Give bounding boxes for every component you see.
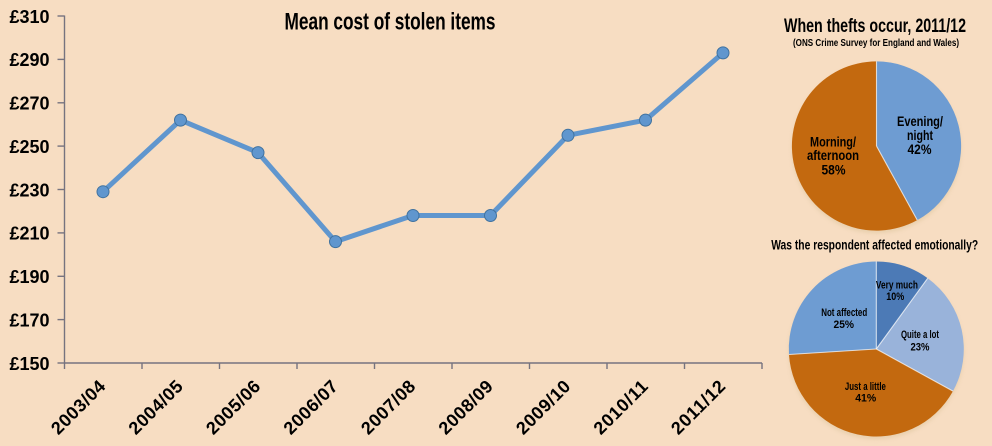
svg-text:£150: £150	[9, 354, 49, 374]
svg-text:Not affected: Not affected	[821, 307, 867, 319]
svg-text:£210: £210	[9, 224, 49, 244]
svg-text:£250: £250	[9, 137, 49, 157]
svg-text:58%: 58%	[822, 161, 846, 177]
svg-text:41%: 41%	[855, 393, 876, 405]
svg-text:Mean cost of stolen items: Mean cost of stolen items	[285, 9, 496, 36]
svg-text:£310: £310	[9, 7, 49, 27]
svg-text:Quite a lot: Quite a lot	[901, 329, 939, 341]
svg-text:Morning/: Morning/	[810, 133, 856, 149]
svg-text:Very much: Very much	[876, 280, 918, 292]
svg-text:£270: £270	[9, 94, 49, 114]
svg-text:£230: £230	[9, 180, 49, 200]
svg-text:night: night	[907, 127, 933, 143]
svg-text:Was the respondent affected em: Was the respondent affected emotionally?	[771, 237, 978, 253]
svg-text:Just a little: Just a little	[845, 381, 886, 393]
svg-text:42%: 42%	[908, 141, 932, 157]
svg-text:When thefts occur, 2011/12: When thefts occur, 2011/12	[784, 16, 966, 37]
svg-text:£190: £190	[9, 267, 49, 287]
svg-text:£170: £170	[9, 310, 49, 330]
svg-text:Evening/: Evening/	[897, 113, 943, 129]
svg-text:23%: 23%	[911, 342, 930, 354]
svg-text:£290: £290	[9, 50, 49, 70]
svg-text:(ONS Crime Survey for England: (ONS Crime Survey for England and Wales)	[793, 38, 959, 49]
svg-text:10%: 10%	[886, 291, 904, 303]
svg-text:afternoon: afternoon	[807, 147, 859, 163]
svg-text:25%: 25%	[834, 319, 855, 331]
